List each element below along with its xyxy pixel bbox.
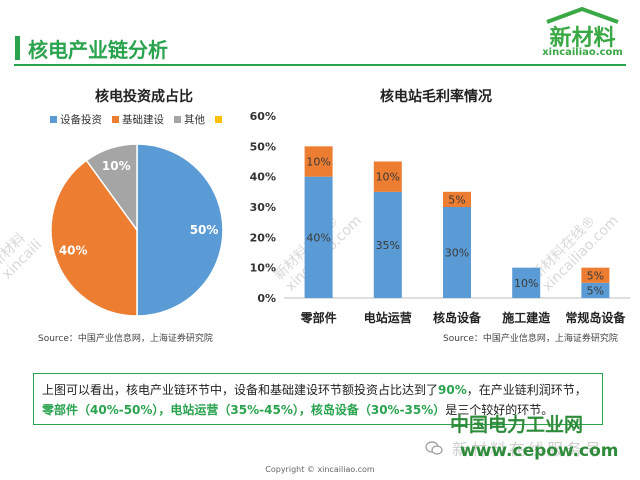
legend-label: 基础建设 xyxy=(122,114,164,126)
legend-swatch-orange xyxy=(112,116,119,123)
bar-segment xyxy=(581,267,610,283)
title-accent xyxy=(15,36,20,60)
bar-data-label: 10% xyxy=(306,156,330,169)
y-tick-label: 40% xyxy=(250,171,276,184)
site-name-faded: 新材料在线服务号 xyxy=(452,440,605,459)
legend-label: 其他 xyxy=(184,114,205,126)
bar-data-label: 30% xyxy=(445,247,469,260)
bar-data-label: 10% xyxy=(514,277,538,290)
x-category-label: 常规岛设备 xyxy=(565,310,626,325)
bar-segment xyxy=(512,267,541,298)
y-tick-label: 10% xyxy=(250,262,276,275)
summary-text: 上图可以看出，核电产业链环节中，设备和基础建设环节额投资占比达到了90%，在产业… xyxy=(42,383,587,417)
page-title: 核电产业链分析 xyxy=(28,38,168,62)
logo-subtext: xincailiao.com xyxy=(542,47,623,58)
bar-segment xyxy=(443,191,471,207)
title-bar: 核电产业链分析 xyxy=(0,0,640,66)
bar-segment xyxy=(443,207,471,298)
site-name-cn: 中国电力工业网 xyxy=(450,414,584,436)
x-category-label: 核岛设备 xyxy=(433,310,482,325)
wechat-icon xyxy=(425,441,443,455)
bar-segment xyxy=(304,146,333,177)
x-category-label: 零部件 xyxy=(300,310,337,325)
legend-label: 设备投资 xyxy=(60,114,102,126)
bar-data-label: 5% xyxy=(587,269,604,282)
site-logo: 新材料 xincailiao.com xyxy=(535,6,630,60)
bar-data-label: 5% xyxy=(448,193,465,206)
bar-data-label: 5% xyxy=(587,284,604,297)
copyright: Copyright © xincailiao.com xyxy=(265,465,375,474)
pie-slice-2 xyxy=(85,143,138,233)
pie-label-1: 40% xyxy=(59,244,88,258)
pie-legend: 设备投资 基础建设 其他 xyxy=(50,112,225,127)
bar-data-label: 35% xyxy=(376,239,400,252)
y-tick-label: 20% xyxy=(250,231,276,244)
house-roof-icon xyxy=(546,7,619,24)
legend-swatch-blue xyxy=(50,116,57,123)
x-category-label: 电站运营 xyxy=(364,310,412,325)
logo-text: 新材料 xyxy=(549,26,616,51)
legend-swatch-yellow xyxy=(215,116,222,123)
bar-chart-title: 核电站毛利率情况 xyxy=(380,89,492,105)
pie-slice-1 xyxy=(50,159,138,317)
legend-item-construction: 基础建设 xyxy=(112,112,164,127)
y-tick-label: 30% xyxy=(250,201,276,214)
bar-segment xyxy=(304,176,333,298)
pie-label-0: 50% xyxy=(190,223,219,237)
x-category-label: 施工建造 xyxy=(502,310,551,325)
pie-slice-0 xyxy=(136,143,224,317)
pie-chart: 50% 40% 10% xyxy=(50,143,224,317)
pie-source-note: Source：中国产业信息网，上海证券研究院 xyxy=(38,334,213,344)
pie-chart-title: 核电投资成占比 xyxy=(95,89,193,105)
bar-source-note: Source：中国产业信息网，上海证券研究院 xyxy=(443,334,618,344)
bar-chart: 0% 10% 20% 30% 40% 50% 60% 40% 10% 零部件 35% 10% 电站运营 3… xyxy=(250,110,630,325)
title-divider xyxy=(14,64,626,66)
y-tick-label: 50% xyxy=(250,140,276,153)
legend-item-extra xyxy=(215,112,225,127)
legend-item-equipment: 设备投资 xyxy=(50,112,102,127)
bar-segment xyxy=(373,191,402,298)
bar-data-label: 40% xyxy=(306,231,330,244)
pie-label-2: 10% xyxy=(102,159,131,173)
legend-swatch-gray xyxy=(174,116,181,123)
site-url: www.cepow.com xyxy=(460,441,619,461)
summary-box: 上图可以看出，核电产业链环节中，设备和基础建设环节额投资占比达到了90%，在产业… xyxy=(33,373,603,425)
bar-segment xyxy=(581,282,610,298)
legend-item-other: 其他 xyxy=(174,112,205,127)
y-tick-label: 0% xyxy=(257,292,276,305)
bar-data-label: 10% xyxy=(376,171,400,184)
bar-segment xyxy=(373,161,402,192)
y-tick-label: 60% xyxy=(250,110,276,123)
